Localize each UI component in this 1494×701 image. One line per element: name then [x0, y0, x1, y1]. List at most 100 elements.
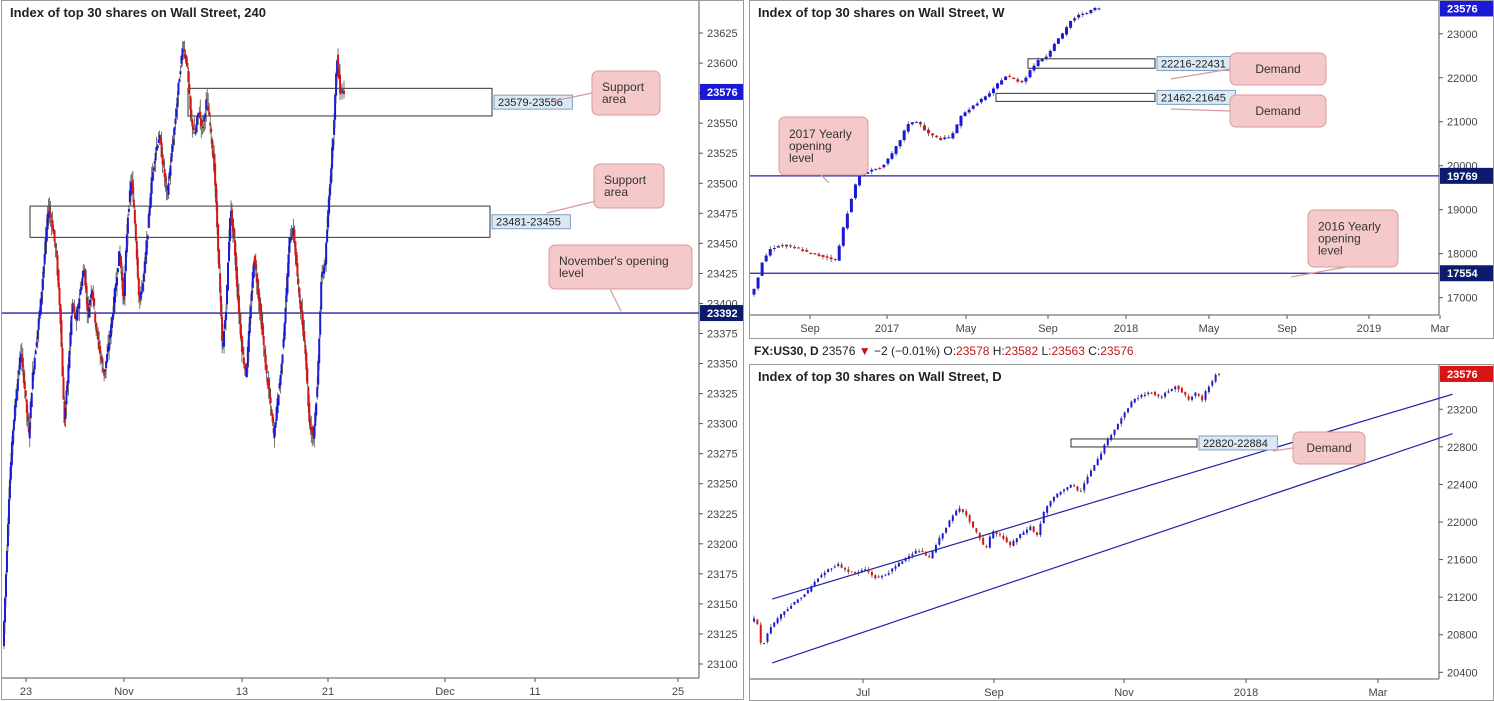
candle-body — [60, 320, 63, 347]
candle-body — [341, 89, 344, 93]
candle-body — [118, 253, 121, 258]
candle-body — [1085, 12, 1089, 14]
symbol-info-bar: FX:US30, D 23576 ▼ −2 (−0.01%) O:23578 H… — [754, 338, 1490, 364]
candle-body — [186, 62, 189, 67]
candle-body — [136, 257, 139, 278]
callout-pointer — [609, 288, 622, 312]
candle-body — [884, 574, 887, 576]
price-tick-label: 23000 — [1447, 29, 1478, 41]
time-tick-label: Mar — [1431, 323, 1450, 335]
candle-body — [857, 572, 860, 574]
candle-body — [874, 168, 878, 170]
level-price-label: 19769 — [1447, 171, 1478, 183]
time-tick-label: 13 — [236, 686, 248, 698]
candle-body — [62, 377, 65, 400]
candle-body — [918, 551, 921, 553]
candle-body — [800, 597, 803, 599]
price-tick-label: 22800 — [1447, 442, 1478, 454]
candle-body — [144, 251, 147, 264]
candle-body — [260, 313, 263, 330]
candle-body — [1086, 476, 1089, 484]
candle-body — [230, 209, 233, 226]
chart-panel-weekly[interactable]: 17000 18000 19000 20000 21000 22000 23000 Sep 20… — [749, 0, 1494, 339]
candle-body — [110, 324, 113, 337]
down-arrow-icon: ▼ — [858, 344, 871, 358]
candle-body — [256, 278, 259, 294]
candle-body — [221, 316, 224, 342]
candle-body — [220, 295, 223, 316]
candle-body — [318, 338, 321, 364]
candle-body — [1012, 77, 1016, 80]
candle-body — [1137, 397, 1140, 399]
candle-body — [159, 137, 162, 144]
candle-body — [237, 295, 240, 315]
candle-body — [40, 291, 43, 305]
candle-body — [955, 510, 958, 516]
candle-body — [61, 347, 64, 377]
candle-body — [54, 244, 57, 248]
chart-panel-240[interactable]: 23100 23125 23150 23175 23200 23225 23250 23275… — [1, 0, 744, 700]
candle-body — [8, 479, 11, 499]
candle-body — [26, 412, 29, 422]
zone-label: 21462-21645 — [1161, 92, 1226, 104]
candle-body — [187, 70, 190, 83]
candle-body — [968, 515, 971, 522]
candle-body — [216, 201, 219, 228]
candle-body — [79, 289, 82, 295]
candle-body — [1077, 14, 1081, 18]
candle-body — [849, 198, 853, 213]
candle-body — [753, 618, 755, 622]
candle-body — [1000, 80, 1004, 85]
candle-body — [806, 590, 809, 594]
time-tick-label: 21 — [322, 686, 334, 698]
candle-body — [165, 185, 168, 188]
candle-body — [122, 293, 125, 300]
candle-body — [151, 172, 154, 181]
price-tick-label: 20800 — [1447, 630, 1478, 642]
candle-body — [985, 546, 988, 548]
candle-body — [170, 152, 173, 162]
candle-body — [278, 383, 281, 389]
candle-body — [1140, 394, 1143, 398]
candle-body — [1184, 391, 1187, 396]
candle-body — [225, 311, 228, 321]
callout-text: Support — [602, 80, 645, 94]
candle-body — [948, 520, 951, 527]
candle-body — [132, 199, 135, 208]
candle-body — [326, 229, 329, 242]
candle-body — [821, 255, 825, 257]
candle-body — [1153, 392, 1156, 395]
chart-240-canvas[interactable]: 23100 23125 23150 23175 23200 23225 23250 23275… — [2, 1, 744, 700]
candle-body — [240, 336, 243, 352]
candle-body — [228, 241, 231, 261]
candle-body — [274, 422, 277, 428]
candle-body — [975, 528, 978, 533]
zone-rectangle — [995, 92, 1156, 102]
chart-daily-canvas[interactable]: 20400 20800 21200 21600 22000 22400 22800 23200… — [750, 365, 1494, 701]
candle-body — [23, 381, 26, 390]
chart-panel-daily[interactable]: 20400 20800 21200 21600 22000 22400 22800 23200… — [749, 364, 1494, 701]
candle-body — [29, 401, 32, 419]
candle-body — [315, 403, 318, 416]
last-price-tag — [1440, 1, 1493, 17]
chart-title: Index of top 30 shares on Wall Street, W — [758, 5, 1005, 20]
candle-body — [249, 306, 252, 319]
candle-body — [53, 230, 56, 242]
candle-body — [1191, 396, 1194, 400]
candle-body — [214, 163, 217, 186]
candle-body — [1015, 538, 1018, 543]
candle-body — [44, 238, 47, 255]
candle-body — [972, 521, 975, 528]
candle-body — [1143, 394, 1146, 396]
time-tick-label: Jul — [856, 687, 870, 699]
candle-body — [1211, 381, 1214, 386]
candle-body — [121, 277, 124, 297]
candle-body — [201, 119, 204, 125]
price-tick-label: 22400 — [1447, 479, 1478, 491]
candle-body — [126, 217, 129, 234]
price-tick-label: 23225 — [707, 509, 738, 521]
candle-body — [1056, 493, 1059, 498]
candle-body — [286, 273, 289, 294]
candle-body — [897, 562, 900, 567]
